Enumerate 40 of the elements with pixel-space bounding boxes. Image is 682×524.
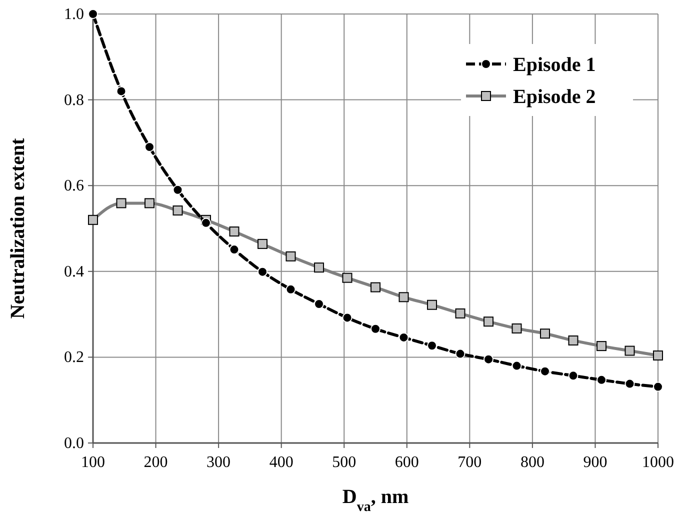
x-tick-label: 100 <box>81 454 105 471</box>
point <box>201 218 211 228</box>
x-tick-label: 500 <box>332 454 356 471</box>
x-tick-label: 600 <box>394 454 419 471</box>
point <box>229 244 240 255</box>
point <box>286 284 296 294</box>
x-tick-label: 800 <box>520 454 544 471</box>
point <box>540 366 550 376</box>
x-tick-label: 700 <box>458 454 482 471</box>
y-tick-label: 0.6 <box>64 178 84 195</box>
point <box>455 348 466 359</box>
y-tick-label: 1.0 <box>64 6 84 23</box>
point <box>314 299 324 310</box>
x-axis-title: D$_{va}$, nm <box>342 486 409 514</box>
point <box>596 374 606 385</box>
y-tick-label: 0.4 <box>64 263 84 280</box>
point <box>484 354 494 364</box>
x-tick-label: 900 <box>583 454 608 471</box>
x-tick-label: 300 <box>206 454 231 471</box>
x-tick-label: 200 <box>144 454 168 471</box>
legend-label: Episode 2 <box>513 86 596 108</box>
point <box>624 378 635 389</box>
y-tick-label: 0.2 <box>64 349 84 366</box>
legend-label: Episode 1 <box>513 54 596 76</box>
point <box>427 340 437 351</box>
x-tick-label: 400 <box>269 454 294 471</box>
point <box>370 324 380 334</box>
point <box>398 332 409 342</box>
point <box>653 382 663 392</box>
point <box>172 184 183 195</box>
point <box>342 312 352 323</box>
point <box>258 266 268 277</box>
point <box>512 360 522 371</box>
y-tick-label: 0.0 <box>64 435 84 452</box>
x-tick-label: 1000 <box>642 454 674 471</box>
point <box>568 370 578 381</box>
point <box>116 86 126 96</box>
y-tick-label: 0.8 <box>64 92 84 109</box>
point <box>144 142 154 152</box>
y-axis-title: Neutralization extent <box>7 138 29 319</box>
